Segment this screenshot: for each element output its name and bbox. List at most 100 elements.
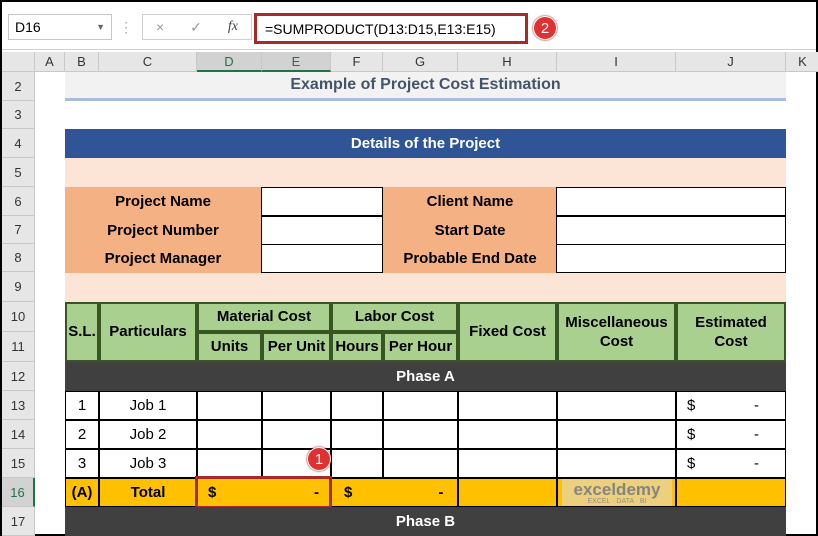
estimated-cost-cell[interactable]: $ - xyxy=(676,391,786,420)
row-header-8[interactable]: 8 xyxy=(2,244,35,272)
units-cell[interactable] xyxy=(197,420,262,449)
row-header-13[interactable]: 13 xyxy=(2,391,35,420)
label-project-manager: Project Manager xyxy=(65,244,261,273)
total-labor-cell[interactable]: $ - xyxy=(331,478,458,507)
currency-symbol: $ xyxy=(208,484,217,501)
fixed-cost-cell[interactable] xyxy=(458,449,557,478)
fixed-cost-cell[interactable] xyxy=(458,420,557,449)
misc-cost-cell[interactable] xyxy=(557,391,676,420)
per-unit-cell[interactable] xyxy=(262,391,331,420)
total-label-cell[interactable]: Total xyxy=(99,478,197,507)
total-estimated-cell[interactable] xyxy=(676,478,786,507)
col-header-B[interactable]: B xyxy=(65,52,99,72)
start-date-input[interactable] xyxy=(556,216,786,245)
row-header-15[interactable]: 15 xyxy=(2,449,35,478)
sheet-title: Example of Project Cost Estimation xyxy=(65,72,786,101)
particulars-cell[interactable]: Job 1 xyxy=(99,391,197,420)
row-header-3[interactable]: 3 xyxy=(2,101,35,129)
row-header-14[interactable]: 14 xyxy=(2,420,35,449)
row-header-11[interactable]: 11 xyxy=(2,332,35,362)
formula-buttons: × ✓ fx xyxy=(142,14,252,40)
value: - xyxy=(314,484,319,501)
particulars-cell[interactable]: Job 3 xyxy=(99,449,197,478)
hours-cell[interactable] xyxy=(331,420,383,449)
phase-a-row: Phase A xyxy=(65,362,786,391)
project-number-input[interactable] xyxy=(261,216,383,245)
select-all-corner[interactable] xyxy=(2,52,35,72)
estimated-cost-cell[interactable]: $ - xyxy=(676,420,786,449)
fixed-cost-cell[interactable] xyxy=(458,391,557,420)
name-box-value: D16 xyxy=(15,19,41,35)
client-name-input[interactable] xyxy=(556,187,786,216)
row-header-7[interactable]: 7 xyxy=(2,216,35,244)
sl-cell[interactable]: 1 xyxy=(65,391,99,420)
misc-cost-cell[interactable] xyxy=(557,420,676,449)
more-icon: ⋮ xyxy=(119,18,133,35)
enter-icon[interactable]: ✓ xyxy=(190,18,202,35)
step-badge-2: 2 xyxy=(533,16,557,40)
row-header-9[interactable]: 9 xyxy=(2,272,35,302)
col-header-J[interactable]: J xyxy=(676,52,786,72)
total-fixed-cell[interactable] xyxy=(458,478,557,507)
phase-b-row: Phase B xyxy=(65,507,786,536)
value: - xyxy=(438,484,444,501)
per-hour-cell[interactable] xyxy=(383,391,458,420)
header-labor-cost: Labor Cost xyxy=(331,302,458,332)
header-units: Units xyxy=(197,332,262,362)
row-header-4[interactable]: 4 xyxy=(2,129,35,158)
value: - xyxy=(754,455,759,472)
label-project-number: Project Number xyxy=(65,216,261,244)
units-cell[interactable] xyxy=(197,391,262,420)
header-per-hour: Per Hour xyxy=(383,332,458,362)
col-header-F[interactable]: F xyxy=(331,52,383,72)
per-hour-cell[interactable] xyxy=(383,420,458,449)
particulars-cell[interactable]: Job 2 xyxy=(99,420,197,449)
col-header-E[interactable]: E xyxy=(262,52,331,72)
watermark-logo-text: exceldemy xyxy=(573,479,661,499)
row-header-10[interactable]: 10 xyxy=(2,302,35,332)
col-header-K[interactable]: K xyxy=(786,52,818,72)
label-project-name: Project Name xyxy=(65,187,261,216)
row-header-2[interactable]: 2 xyxy=(2,72,35,101)
formula-input[interactable]: =SUMPRODUCT(D13:D15,E13:E15) xyxy=(254,13,528,44)
project-name-input[interactable] xyxy=(261,187,383,216)
col-header-D[interactable]: D xyxy=(197,52,262,72)
row-header-17[interactable]: 17 xyxy=(2,507,35,536)
hours-cell[interactable] xyxy=(331,391,383,420)
row-header-16[interactable]: 16 xyxy=(2,478,35,507)
currency-symbol: $ xyxy=(344,484,353,501)
step-badge-1: 1 xyxy=(307,447,331,471)
sl-cell[interactable]: 3 xyxy=(65,449,99,478)
value: - xyxy=(754,426,759,443)
per-unit-cell[interactable] xyxy=(262,420,331,449)
per-hour-cell[interactable] xyxy=(383,449,458,478)
col-header-A[interactable]: A xyxy=(35,52,65,72)
header-hours: Hours xyxy=(331,332,383,362)
sl-cell[interactable]: 2 xyxy=(65,420,99,449)
hours-cell[interactable] xyxy=(331,449,383,478)
chevron-down-icon[interactable]: ▼ xyxy=(96,22,105,32)
row-header-6[interactable]: 6 xyxy=(2,187,35,216)
units-cell[interactable] xyxy=(197,449,262,478)
details-header: Details of the Project xyxy=(65,129,786,158)
row-header-5[interactable]: 5 xyxy=(2,158,35,187)
col-header-C[interactable]: C xyxy=(99,52,197,72)
total-sl-cell[interactable]: (A) xyxy=(65,478,99,507)
value: - xyxy=(754,397,759,414)
header-sl: S.L. xyxy=(65,302,99,362)
name-box[interactable]: D16 ▼ xyxy=(8,14,112,40)
exceldemy-watermark: exceldemy EXCEL · DATA · BI xyxy=(562,479,672,506)
label-client-name: Client Name xyxy=(383,187,557,216)
currency-symbol: $ xyxy=(687,397,696,414)
row-header-12[interactable]: 12 xyxy=(2,362,35,391)
total-material-cell-selected[interactable]: $ - xyxy=(195,476,332,509)
col-header-G[interactable]: G xyxy=(383,52,458,72)
project-manager-input[interactable] xyxy=(261,244,383,273)
estimated-cost-cell[interactable]: $ - xyxy=(676,449,786,478)
col-header-I[interactable]: I xyxy=(557,52,676,72)
cancel-icon[interactable]: × xyxy=(155,19,165,35)
misc-cost-cell[interactable] xyxy=(557,449,676,478)
col-header-H[interactable]: H xyxy=(458,52,557,72)
fx-icon[interactable]: fx xyxy=(227,19,238,34)
end-date-input[interactable] xyxy=(556,244,786,273)
